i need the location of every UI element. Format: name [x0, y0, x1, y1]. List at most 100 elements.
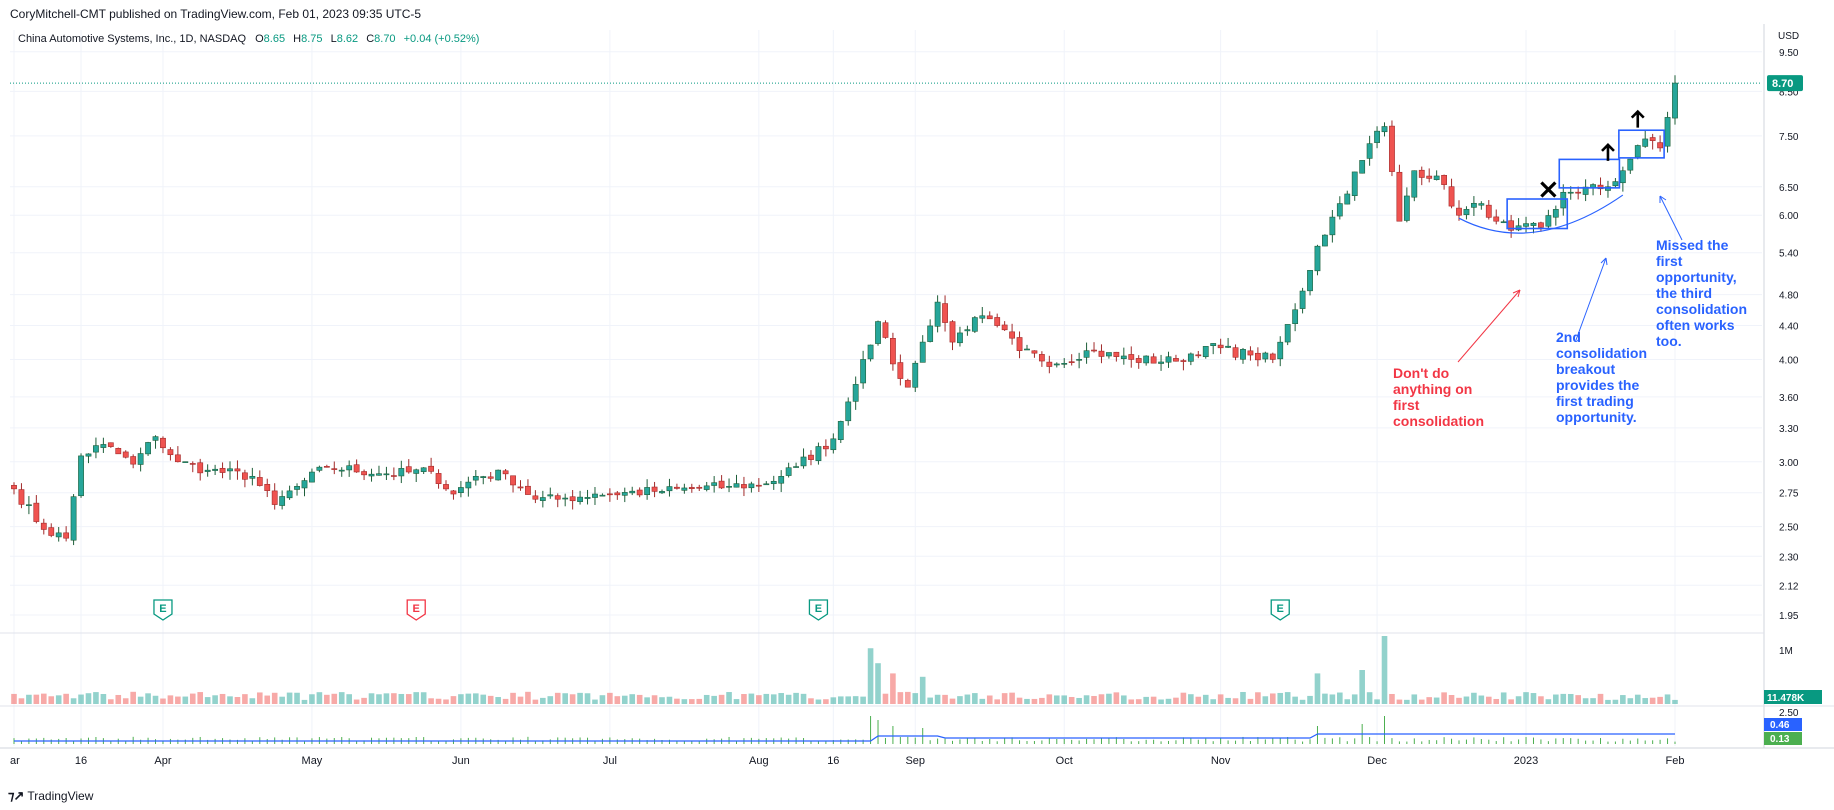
candle-body — [1664, 117, 1671, 147]
volume-bar — [428, 698, 434, 704]
candle-body — [606, 493, 613, 496]
candle-body — [830, 438, 837, 451]
volume-bar — [1202, 694, 1209, 704]
annotation-pointer-blue-2 — [1659, 195, 1683, 241]
volume-bar — [1627, 698, 1634, 704]
volume-bar — [815, 699, 822, 704]
candle-body — [1575, 191, 1582, 194]
volume-bar — [1083, 695, 1090, 704]
candle-body — [1098, 350, 1105, 357]
volume-bar — [1657, 696, 1663, 704]
volume-bar — [1232, 698, 1239, 704]
footer-brand[interactable]: TradingView — [27, 789, 94, 803]
volume-bar — [882, 693, 889, 704]
candle-body — [338, 469, 345, 472]
volume-bar — [1121, 695, 1127, 704]
candle-body — [644, 487, 651, 496]
candle-body — [510, 475, 516, 486]
candle-body — [100, 444, 107, 448]
candle-body — [1612, 181, 1619, 187]
candle-body — [1128, 354, 1135, 360]
candle-body — [1210, 343, 1217, 346]
close-label: C — [366, 33, 374, 45]
volume-bar — [1545, 699, 1552, 704]
volume-bar — [1314, 673, 1321, 704]
volume-bar — [130, 691, 136, 704]
high-value: 8.75 — [301, 33, 322, 45]
volume-bar — [152, 695, 159, 704]
candle-body — [532, 495, 539, 500]
time-tick-label: ar — [10, 755, 20, 767]
candle-body — [212, 468, 219, 471]
volume-bar — [473, 693, 479, 704]
candle-body — [1456, 207, 1462, 216]
candle-body — [1277, 341, 1284, 360]
candle-body — [361, 471, 367, 476]
volume-bar — [763, 693, 770, 704]
volume-bar — [942, 694, 948, 704]
volume-bar — [420, 692, 427, 704]
price-tick-label: 2.75 — [1779, 489, 1799, 500]
candle-body — [93, 445, 99, 453]
candle-body — [1143, 355, 1150, 364]
volume-bar — [1269, 693, 1276, 704]
volume-bar — [1612, 699, 1619, 704]
time-axis[interactable]: ar 16 Apr May Jun Jul Aug 16 Sep Oct Nov Dec 2023 Feb — [10, 755, 1684, 767]
candle-body — [1538, 222, 1544, 228]
volume-bar — [137, 696, 144, 704]
annotation-first-consolidation: Don't do anything on first consolidation — [1393, 365, 1484, 429]
candle-body — [1336, 203, 1343, 217]
volume-bar — [443, 699, 449, 704]
volume-bar — [741, 694, 747, 704]
close-value: 8.70 — [374, 33, 395, 45]
earnings-marker[interactable] — [406, 599, 426, 621]
time-tick-label: 16 — [75, 755, 87, 767]
volume-bar — [979, 698, 986, 704]
volume-bar — [1404, 699, 1410, 704]
earnings-marker[interactable] — [153, 599, 173, 621]
volume-bar — [1039, 697, 1045, 704]
earnings-marker[interactable] — [1270, 599, 1290, 621]
candle-body — [875, 321, 881, 344]
volume-bar — [994, 699, 1000, 704]
candle-body — [204, 469, 211, 472]
volume-bar — [1396, 699, 1403, 704]
open-value: 8.65 — [264, 33, 285, 45]
candle-body — [1269, 353, 1276, 360]
volume-bar — [554, 692, 561, 704]
earnings-marker[interactable] — [808, 599, 829, 621]
annotation-arrowhead-red — [1512, 289, 1521, 298]
price-axis[interactable]: 9.50 8.50 7.50 6.50 6.00 5.40 4.80 4.40 4.00 3.60… — [1764, 48, 1822, 745]
candle-body — [1024, 348, 1030, 351]
candle-body — [577, 496, 583, 502]
candle-body — [1009, 331, 1015, 339]
candle-body — [1091, 349, 1097, 352]
candle-body — [539, 497, 546, 501]
volume-bar — [875, 663, 881, 704]
volume-bar — [718, 694, 725, 704]
candle-body — [1619, 170, 1626, 184]
volume-bar — [845, 696, 852, 704]
candle-body — [301, 480, 308, 489]
up-arrow-icon — [1601, 143, 1615, 161]
candle-body — [286, 490, 293, 499]
volume-bar — [1575, 695, 1581, 704]
volume-bar — [1195, 696, 1202, 704]
price-tick-label: 4.00 — [1779, 355, 1799, 366]
volume-bar — [1463, 696, 1470, 704]
candle-body — [487, 476, 494, 479]
candle-body — [1046, 361, 1053, 367]
volume-bar — [361, 697, 367, 704]
volume-bar — [495, 697, 501, 704]
volume-bar — [40, 693, 47, 704]
candle-body — [1031, 350, 1038, 354]
price-tick-label: 4.40 — [1779, 322, 1799, 333]
price-chart[interactable]: E E E E 9.50 8.50 7.50 6.50 6.00 5.40 4.80 4.40 4.0… — [0, 24, 1834, 784]
candle-body — [1113, 351, 1120, 357]
chart-frame[interactable]: E E E E 9.50 8.50 7.50 6.50 6.00 5.40 4.80 4.40 4.0… — [0, 24, 1834, 784]
volume-bar — [793, 692, 799, 704]
candle-body — [800, 456, 807, 467]
volume-bar — [510, 692, 516, 704]
volume-bar — [1456, 697, 1462, 704]
